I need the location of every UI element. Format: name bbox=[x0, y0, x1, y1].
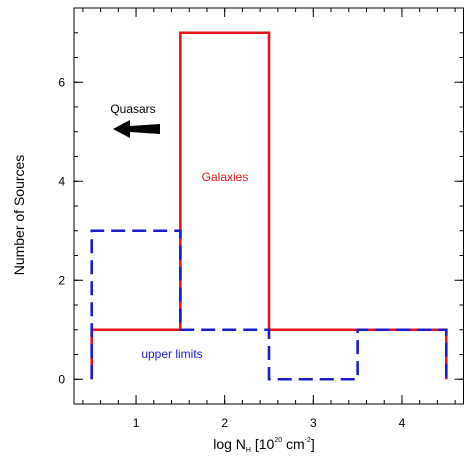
y-axis-label: Number of Sources bbox=[11, 155, 27, 276]
quasars-label: Quasars bbox=[110, 102, 155, 116]
y-tick-label: 0 bbox=[58, 372, 65, 386]
y-tick-label: 4 bbox=[58, 174, 65, 188]
x-axis-label-unit: cm bbox=[282, 436, 305, 452]
x-tick-label: 2 bbox=[221, 416, 228, 430]
axis-ticks: 1 2 3 4 0 2 4 6 bbox=[58, 7, 464, 430]
series-step-upper-limits bbox=[90, 229, 448, 381]
y-tick-label: 6 bbox=[58, 75, 65, 89]
x-tick-label: 4 bbox=[399, 416, 406, 430]
series-layer bbox=[90, 31, 448, 381]
series-step-galaxies bbox=[90, 31, 448, 380]
x-axis-label-sub: H bbox=[246, 447, 251, 454]
series-label-galaxies: Galaxies bbox=[202, 170, 249, 184]
x-axis-label-exp2: -2 bbox=[305, 437, 311, 444]
x-tick-label: 3 bbox=[310, 416, 317, 430]
series-label-upper-limits: upper limits bbox=[141, 347, 202, 361]
x-tick-label: 1 bbox=[133, 416, 140, 430]
x-axis-label: log NH [1020 cm-2] bbox=[213, 436, 315, 454]
x-axis-label-bracket-close: ] bbox=[311, 436, 315, 452]
x-axis-label-bracket-open: [10 bbox=[251, 436, 275, 452]
quasars-arrow-icon bbox=[113, 120, 160, 138]
x-axis-label-exp1: 20 bbox=[274, 437, 282, 444]
x-axis-label-main: log N bbox=[213, 436, 246, 452]
y-tick-label: 2 bbox=[58, 273, 65, 287]
